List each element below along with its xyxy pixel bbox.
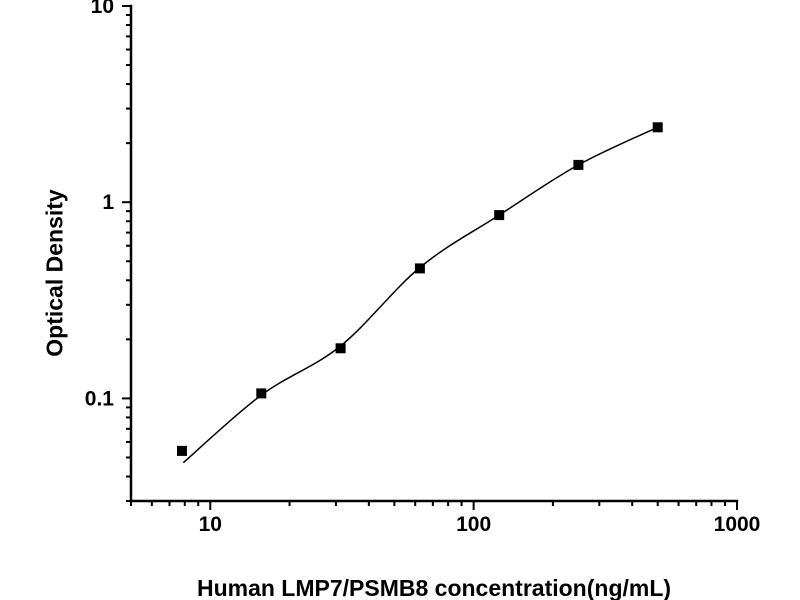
fit-curve-line [182, 126, 659, 464]
data-point-marker [652, 122, 663, 133]
data-point-marker [177, 445, 187, 456]
data-point-marker [573, 159, 584, 170]
y-tick-label: 1 [102, 191, 114, 214]
data-point-marker [335, 343, 346, 354]
y-tick-label: 10 [91, 0, 114, 18]
y-axis-label: Optical Density [41, 189, 68, 357]
y-tick-label: 0.1 [85, 387, 115, 410]
x-tick-label: 10 [199, 513, 222, 536]
data-point-marker [494, 210, 505, 221]
x-tick-label: 100 [456, 513, 491, 536]
data-point-marker [256, 388, 267, 399]
x-axis-label: Human LMP7/PSMB8 concentration(ng/mL) [196, 575, 672, 600]
data-point-marker [414, 263, 425, 274]
x-tick-label: 1000 [714, 513, 761, 536]
